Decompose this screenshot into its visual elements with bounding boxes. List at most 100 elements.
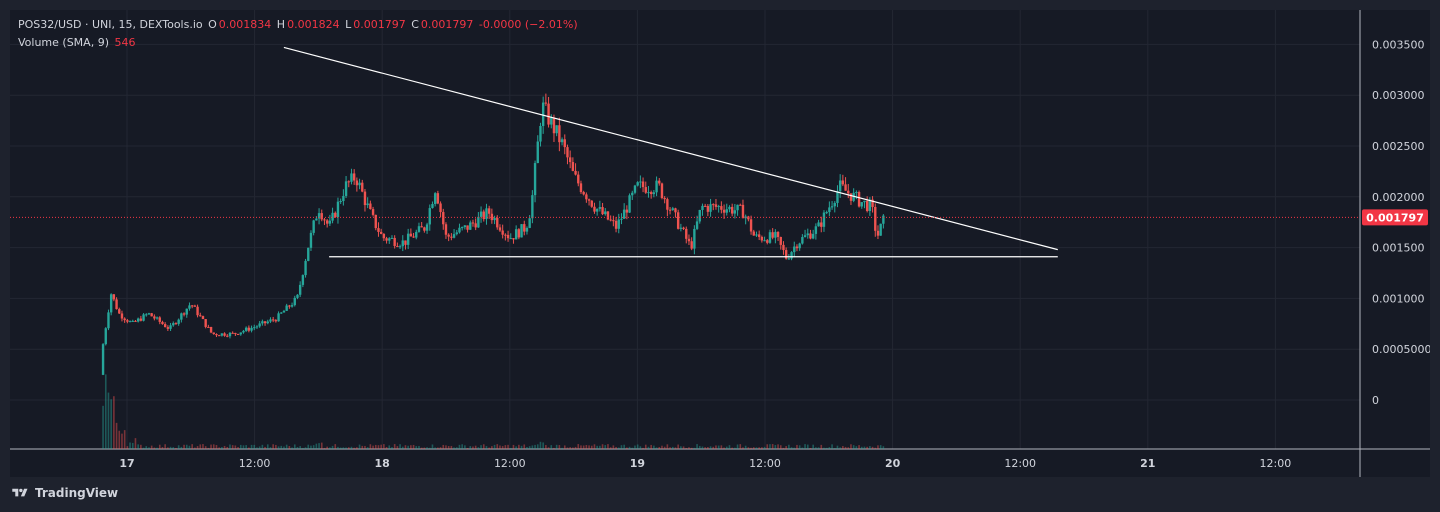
volume-bar bbox=[258, 446, 261, 449]
descending-trendline[interactable] bbox=[283, 46, 1058, 251]
volume-bar bbox=[758, 447, 760, 449]
time-tick-label: 12:00 bbox=[494, 457, 526, 470]
volume-bar bbox=[140, 444, 142, 449]
candle-body bbox=[631, 192, 634, 196]
tradingview-logo[interactable]: TradingView bbox=[10, 486, 118, 500]
candle-body bbox=[274, 320, 278, 322]
candle-body bbox=[533, 163, 537, 196]
volume-bar bbox=[464, 445, 466, 449]
volume-bar bbox=[420, 447, 423, 449]
candle-body bbox=[296, 294, 299, 298]
candle-body bbox=[101, 344, 105, 375]
volume-bar bbox=[423, 447, 426, 449]
candle-body bbox=[347, 181, 350, 183]
candle-body bbox=[409, 233, 413, 237]
volume-bar bbox=[145, 446, 148, 449]
volume-bar bbox=[860, 446, 863, 449]
candle-body bbox=[204, 319, 207, 327]
candle-body bbox=[150, 313, 153, 317]
candle-body bbox=[579, 183, 583, 193]
candle-body bbox=[795, 246, 799, 249]
candle-body bbox=[874, 206, 877, 231]
candle-body bbox=[277, 313, 280, 322]
volume-bar bbox=[134, 438, 137, 449]
candle-body bbox=[820, 222, 823, 227]
volume-bar bbox=[696, 444, 698, 449]
candle-body bbox=[285, 305, 288, 311]
candle-body bbox=[593, 206, 596, 212]
volume-bar bbox=[426, 447, 428, 449]
volume-bar bbox=[266, 444, 269, 449]
candle-body bbox=[798, 243, 801, 249]
candle-body bbox=[498, 227, 502, 231]
candle-body bbox=[768, 232, 772, 243]
candle-body bbox=[566, 147, 569, 158]
chart-frame[interactable]: 0.003500 0.003000 0.002500 0.002000 0.001500… bbox=[10, 10, 1430, 477]
volume-bar bbox=[472, 446, 474, 449]
volume-bar bbox=[450, 445, 453, 449]
volume-bar bbox=[742, 447, 744, 449]
volume-bar bbox=[455, 447, 458, 449]
volume-bar bbox=[161, 447, 164, 449]
volume-bar bbox=[126, 446, 129, 449]
volume-bar bbox=[485, 446, 488, 449]
volume-bar bbox=[585, 445, 588, 449]
volume-bar bbox=[493, 444, 496, 449]
candle-body bbox=[501, 230, 504, 235]
volume-bar bbox=[491, 446, 493, 449]
volume-bar bbox=[728, 445, 731, 449]
candle-body bbox=[695, 221, 699, 229]
volume-bar bbox=[172, 447, 175, 449]
candle-body bbox=[841, 180, 845, 185]
price-tick-label: 0.002500 bbox=[1372, 140, 1425, 153]
candle-body bbox=[811, 233, 815, 239]
volume-bar bbox=[877, 445, 879, 449]
candle-body bbox=[401, 240, 404, 247]
volume-bar bbox=[604, 445, 607, 449]
volume-bar bbox=[536, 444, 539, 449]
candle-body bbox=[720, 206, 723, 210]
candle-body bbox=[860, 202, 863, 207]
volume-bar bbox=[612, 445, 615, 449]
volume-bar bbox=[734, 447, 736, 449]
volume-bar bbox=[169, 446, 172, 449]
price-chart[interactable]: 0.003500 0.003000 0.002500 0.002000 0.001500… bbox=[10, 10, 1430, 477]
time-tick-label: 12:00 bbox=[1260, 457, 1292, 470]
candle-body bbox=[714, 204, 718, 207]
candle-body bbox=[412, 236, 415, 238]
volume-bar bbox=[725, 446, 728, 449]
open-value: 0.001834 bbox=[218, 18, 272, 31]
candle-body bbox=[352, 173, 356, 181]
candle-body bbox=[350, 173, 353, 182]
volume-bar bbox=[582, 445, 585, 449]
candle-body bbox=[871, 199, 874, 207]
candle-body bbox=[185, 308, 188, 315]
candle-body bbox=[536, 141, 539, 164]
candle-body bbox=[844, 184, 847, 191]
volume-bar bbox=[766, 444, 769, 449]
candle-body bbox=[590, 200, 593, 207]
volume-bar bbox=[782, 447, 785, 449]
volume-bar bbox=[347, 447, 350, 449]
volume-bar bbox=[636, 444, 639, 449]
volume-bar bbox=[599, 445, 601, 449]
candle-body bbox=[784, 250, 788, 259]
candle-body bbox=[207, 326, 210, 328]
candle-body bbox=[128, 321, 132, 323]
volume-bar bbox=[261, 444, 264, 449]
symbol-label[interactable]: POS32/USD · UNI, 15, DEXTools.io bbox=[18, 18, 203, 31]
volume-bar bbox=[852, 445, 855, 449]
candle-body bbox=[512, 238, 515, 240]
candle-body bbox=[568, 157, 572, 163]
candle-body bbox=[523, 224, 526, 232]
candle-body bbox=[833, 202, 836, 207]
volume-label[interactable]: Volume (SMA, 9) bbox=[18, 36, 109, 49]
candle-body bbox=[733, 210, 737, 214]
volume-bar bbox=[391, 447, 393, 449]
volume-bar bbox=[210, 444, 212, 449]
volume-bar bbox=[477, 447, 480, 449]
candle-body bbox=[639, 181, 642, 183]
candle-body bbox=[255, 326, 259, 328]
candle-body bbox=[601, 207, 604, 215]
candle-body bbox=[339, 201, 342, 203]
